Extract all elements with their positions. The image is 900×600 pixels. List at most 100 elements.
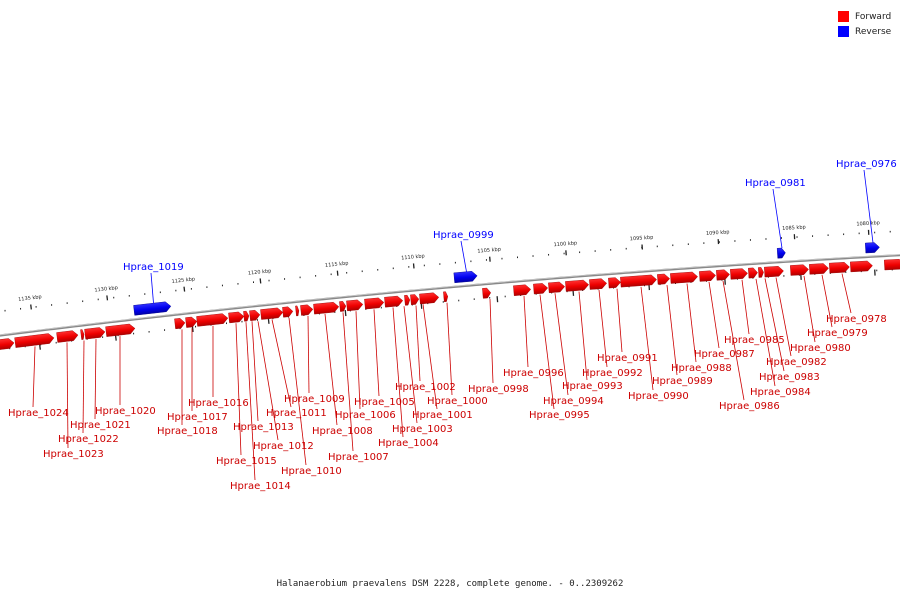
forward-gene[interactable]: [850, 260, 873, 273]
forward-gene[interactable]: [300, 304, 314, 316]
forward-gene-arrow[interactable]: [228, 311, 245, 324]
forward-gene[interactable]: [608, 277, 621, 289]
reverse-gene-arrow[interactable]: [133, 301, 172, 316]
forward-gene-arrow[interactable]: [548, 281, 565, 294]
forward-gene-arrow[interactable]: [260, 307, 284, 320]
forward-gene-arrow[interactable]: [300, 304, 314, 316]
forward-gene[interactable]: [620, 274, 657, 288]
gene-label[interactable]: Hprae_0987: [694, 349, 755, 360]
forward-gene[interactable]: [699, 270, 716, 282]
forward-gene-arrow[interactable]: [313, 302, 340, 315]
gene-label[interactable]: Hprae_0986: [719, 401, 780, 412]
forward-gene-arrow[interactable]: [174, 318, 186, 330]
forward-gene-arrow[interactable]: [410, 294, 420, 306]
forward-gene[interactable]: [829, 262, 850, 274]
forward-gene-arrow[interactable]: [620, 274, 657, 288]
forward-gene[interactable]: [84, 327, 106, 340]
forward-gene[interactable]: [249, 309, 261, 321]
gene-label-reverse[interactable]: Hprae_0976: [836, 159, 897, 170]
gene-label[interactable]: Hprae_1010: [281, 466, 342, 477]
forward-gene-arrow[interactable]: [657, 273, 670, 285]
gene-label[interactable]: Hprae_1017: [167, 412, 228, 423]
forward-gene-arrow[interactable]: [185, 316, 198, 328]
forward-gene[interactable]: [565, 279, 589, 292]
gene-label[interactable]: Hprae_1008: [312, 426, 373, 437]
forward-gene[interactable]: [364, 297, 385, 310]
forward-gene[interactable]: [716, 269, 730, 281]
forward-gene[interactable]: [260, 307, 284, 320]
forward-gene-arrow[interactable]: [884, 259, 900, 271]
forward-gene-arrow[interactable]: [56, 330, 79, 343]
gene-label[interactable]: Hprae_1020: [95, 406, 156, 417]
forward-gene-arrow[interactable]: [105, 323, 136, 337]
reverse-gene[interactable]: [133, 301, 172, 316]
forward-gene[interactable]: [228, 311, 245, 324]
gene-label[interactable]: Hprae_1015: [216, 456, 277, 467]
forward-gene[interactable]: [105, 323, 136, 337]
reverse-gene-arrow[interactable]: [453, 271, 478, 284]
forward-gene-arrow[interactable]: [0, 338, 15, 351]
forward-gene-arrow[interactable]: [829, 262, 850, 274]
forward-gene-arrow[interactable]: [764, 266, 784, 278]
gene-label[interactable]: Hprae_0998: [468, 384, 529, 395]
forward-gene-arrow[interactable]: [249, 309, 261, 321]
forward-gene[interactable]: [384, 295, 404, 308]
gene-label[interactable]: Hprae_0991: [597, 353, 658, 364]
gene-label[interactable]: Hprae_0989: [652, 376, 713, 387]
gene-label[interactable]: Hprae_0990: [628, 391, 689, 402]
forward-gene[interactable]: [548, 281, 565, 294]
forward-gene[interactable]: [758, 267, 764, 278]
gene-label[interactable]: Hprae_1014: [230, 481, 291, 492]
forward-gene[interactable]: [764, 266, 784, 278]
forward-gene[interactable]: [339, 301, 347, 312]
reverse-gene[interactable]: [453, 271, 478, 284]
forward-gene-arrow[interactable]: [419, 292, 440, 305]
forward-gene[interactable]: [482, 287, 492, 299]
forward-gene[interactable]: [410, 294, 420, 306]
forward-gene[interactable]: [80, 329, 85, 340]
forward-gene[interactable]: [243, 310, 250, 322]
gene-label[interactable]: Hprae_0978: [826, 314, 887, 325]
reverse-gene[interactable]: [865, 242, 880, 254]
gene-label[interactable]: Hprae_1004: [378, 438, 439, 449]
forward-gene-arrow[interactable]: [670, 271, 698, 284]
gene-label[interactable]: Hprae_1011: [266, 408, 327, 419]
forward-gene[interactable]: [196, 313, 229, 327]
forward-gene-arrow[interactable]: [748, 267, 758, 279]
forward-gene-arrow[interactable]: [282, 306, 294, 318]
gene-label[interactable]: Hprae_0988: [671, 363, 732, 374]
gene-label[interactable]: Hprae_0980: [790, 343, 851, 354]
forward-gene-arrow[interactable]: [482, 287, 492, 299]
forward-gene-arrow[interactable]: [364, 297, 385, 310]
forward-gene[interactable]: [0, 338, 15, 351]
forward-gene-arrow[interactable]: [384, 295, 404, 308]
gene-label[interactable]: Hprae_1003: [392, 424, 453, 435]
forward-gene-arrow[interactable]: [513, 284, 532, 296]
forward-gene-arrow[interactable]: [295, 305, 300, 317]
forward-gene[interactable]: [589, 278, 607, 290]
forward-gene[interactable]: [748, 267, 758, 279]
forward-gene-arrow[interactable]: [443, 291, 449, 303]
gene-label[interactable]: Hprae_0983: [759, 372, 820, 383]
gene-label-reverse[interactable]: Hprae_0981: [745, 178, 806, 189]
forward-gene-arrow[interactable]: [589, 278, 607, 290]
reverse-gene-arrow[interactable]: [776, 247, 786, 259]
forward-gene-arrow[interactable]: [243, 310, 250, 322]
forward-gene[interactable]: [295, 305, 300, 317]
forward-gene[interactable]: [790, 264, 809, 276]
forward-gene[interactable]: [174, 318, 186, 330]
gene-label[interactable]: Hprae_1005: [354, 397, 415, 408]
gene-label[interactable]: Hprae_1009: [284, 394, 345, 405]
gene-label-reverse[interactable]: Hprae_0999: [433, 230, 494, 241]
forward-gene[interactable]: [443, 291, 449, 303]
reverse-gene[interactable]: [776, 247, 786, 259]
gene-label[interactable]: Hprae_1023: [43, 449, 104, 460]
forward-gene-arrow[interactable]: [84, 327, 106, 340]
forward-gene-arrow[interactable]: [346, 299, 364, 312]
forward-gene-arrow[interactable]: [339, 301, 347, 312]
forward-gene[interactable]: [513, 284, 532, 296]
gene-label[interactable]: Hprae_0995: [529, 410, 590, 421]
forward-gene[interactable]: [404, 294, 411, 306]
forward-gene-arrow[interactable]: [809, 263, 829, 275]
forward-gene[interactable]: [419, 292, 440, 305]
